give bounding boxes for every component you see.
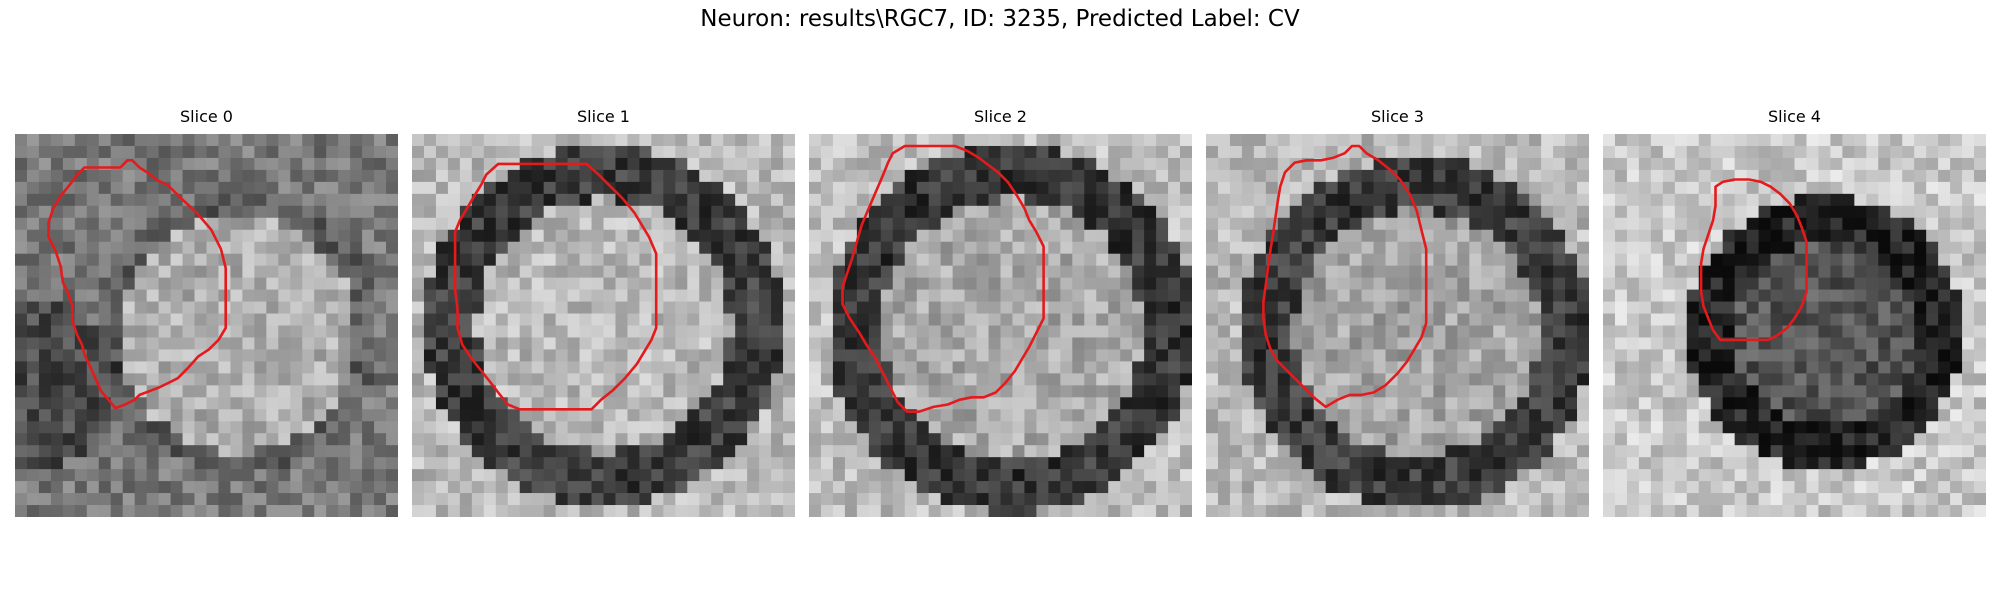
slice-title: Slice 2	[974, 107, 1027, 126]
segmentation-contour	[841, 144, 1045, 414]
slice-image	[1603, 134, 1986, 517]
segmentation-contour	[1699, 178, 1808, 342]
slice-title: Slice 1	[577, 107, 630, 126]
segmentation-contour	[47, 158, 227, 410]
segmentation-contour	[453, 162, 658, 411]
slice-title: Slice 0	[180, 107, 233, 126]
slice-image	[809, 134, 1192, 517]
slice-panel-2: Slice 2	[809, 107, 1192, 527]
pixel-grid	[1206, 134, 1589, 517]
slice-image	[15, 134, 398, 517]
slice-panel-4: Slice 4	[1603, 107, 1986, 527]
slice-panel-0: Slice 0	[15, 107, 398, 527]
pixel-grid	[15, 134, 398, 517]
slice-title: Slice 3	[1371, 107, 1424, 126]
segmentation-contour	[1262, 144, 1428, 409]
slice-image	[412, 134, 795, 517]
pixel-grid	[1603, 134, 1986, 517]
slice-panel-1: Slice 1	[412, 107, 795, 527]
slice-title: Slice 4	[1768, 107, 1821, 126]
slice-image	[1206, 134, 1589, 517]
slice-panel-3: Slice 3	[1206, 107, 1589, 527]
pixel-grid	[412, 134, 795, 517]
figure-title: Neuron: results\RGC7, ID: 3235, Predicte…	[700, 6, 1300, 32]
pixel-grid	[809, 134, 1192, 517]
